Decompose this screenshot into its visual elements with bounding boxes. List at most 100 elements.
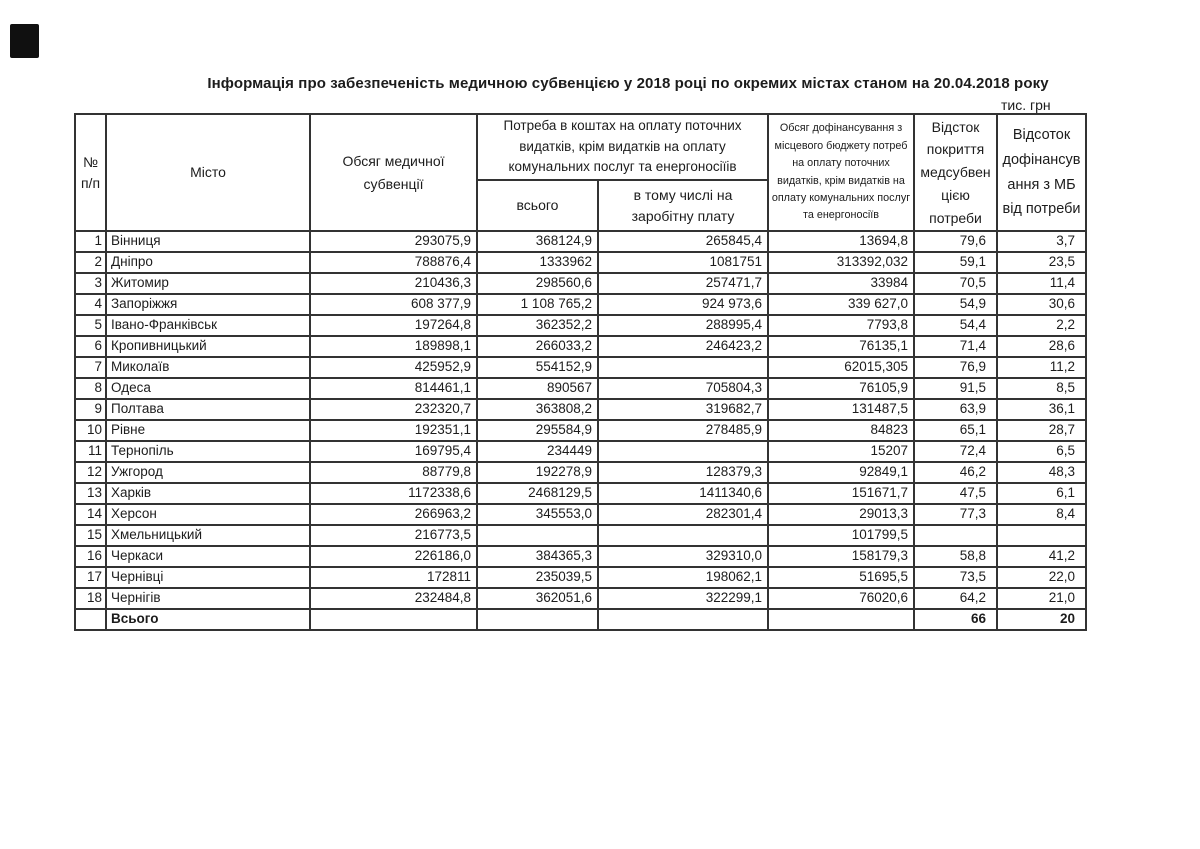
- cell-city: Тернопіль: [105, 440, 311, 463]
- cell-subvention: 197264,8: [309, 314, 478, 337]
- cell-subvention: 266963,2: [309, 503, 478, 526]
- cell-subvention: 1172338,6: [309, 482, 478, 505]
- cell-city: Кропивницький: [105, 335, 311, 358]
- table-row: 12 Ужгород 88779,8 192278,9 128379,3 928…: [74, 461, 1088, 484]
- cell-need-salary: 198062,1: [596, 566, 770, 589]
- cell-coverage-pct: 58,8: [913, 545, 999, 568]
- cell-cofinancing: 84823: [767, 419, 916, 442]
- cell-need-salary: 246423,2: [596, 335, 770, 358]
- cell-need-total: 2468129,5: [476, 482, 599, 505]
- cell-need-total: 1333962: [476, 251, 599, 274]
- cell-cofinancing-pct: 22,0: [996, 566, 1088, 589]
- cell-subvention: 169795,4: [309, 440, 478, 463]
- cell-cofinancing-pct: 36,1: [996, 398, 1088, 421]
- cell-need-salary: 282301,4: [596, 503, 770, 526]
- cell-num: 9: [74, 398, 107, 421]
- cell-coverage-pct: 47,5: [913, 482, 999, 505]
- cell-need-total: 234449: [476, 440, 599, 463]
- cell-num: 12: [74, 461, 107, 484]
- cell-subvention: 216773,5: [309, 524, 478, 547]
- cell-cofinancing: 51695,5: [767, 566, 916, 589]
- cell-need-salary: 257471,7: [596, 272, 770, 295]
- cell-num: 6: [74, 335, 107, 358]
- cell-city: Івано-Франківськ: [105, 314, 311, 337]
- cell-subvention: 226186,0: [309, 545, 478, 568]
- cell-need-salary: 329310,0: [596, 545, 770, 568]
- cell-city: Харків: [105, 482, 311, 505]
- cell-coverage-pct: 73,5: [913, 566, 999, 589]
- cell-subvention: 192351,1: [309, 419, 478, 442]
- cell-subvention: 210436,3: [309, 272, 478, 295]
- cell-cofinancing-pct: 30,6: [996, 293, 1088, 316]
- cell-cofinancing-pct: 6,5: [996, 440, 1088, 463]
- cell-need-salary: 705804,3: [596, 377, 770, 400]
- cell-need-salary: [596, 356, 770, 379]
- cell-cofinancing: 151671,7: [767, 482, 916, 505]
- cell-cofinancing-pct: 48,3: [996, 461, 1088, 484]
- cell-cofinancing: 7793,8: [767, 314, 916, 337]
- cell-city: Чернівці: [105, 566, 311, 589]
- cell-cofinancing-pct: [996, 524, 1088, 547]
- cell-coverage-pct: [913, 524, 999, 547]
- cell-cofinancing: 33984: [767, 272, 916, 295]
- header-city: Місто: [105, 113, 311, 232]
- total-need-total-cell: [476, 608, 599, 631]
- cell-cofinancing-pct: 41,2: [996, 545, 1088, 568]
- cell-cofinancing-pct: 11,4: [996, 272, 1088, 295]
- cell-cofinancing-pct: 6,1: [996, 482, 1088, 505]
- cell-need-salary: 265845,4: [596, 230, 770, 253]
- cell-city: Херсон: [105, 503, 311, 526]
- table-row: 7 Миколаїв 425952,9 554152,9 62015,305 7…: [74, 356, 1088, 379]
- cell-num: 2: [74, 251, 107, 274]
- cell-need-total: [476, 524, 599, 547]
- cell-need-total: 345553,0: [476, 503, 599, 526]
- cell-city: Вінниця: [105, 230, 311, 253]
- cell-num: 16: [74, 545, 107, 568]
- cell-need-salary: 924 973,6: [596, 293, 770, 316]
- cell-num: 1: [74, 230, 107, 253]
- total-coverage-pct: 66: [913, 608, 999, 631]
- cell-coverage-pct: 63,9: [913, 398, 999, 421]
- cell-coverage-pct: 64,2: [913, 587, 999, 610]
- cell-coverage-pct: 72,4: [913, 440, 999, 463]
- table-row: 4 Запоріжжя 608 377,9 1 108 765,2 924 97…: [74, 293, 1088, 316]
- scan-artifact-mark: [10, 24, 39, 58]
- cell-subvention: 608 377,9: [309, 293, 478, 316]
- cell-coverage-pct: 77,3: [913, 503, 999, 526]
- cell-city: Дніпро: [105, 251, 311, 274]
- cell-city: Запоріжжя: [105, 293, 311, 316]
- cell-num: 15: [74, 524, 107, 547]
- cell-need-total: 362352,2: [476, 314, 599, 337]
- cell-cofinancing-pct: 8,5: [996, 377, 1088, 400]
- total-subvention-cell: [309, 608, 478, 631]
- header-cofinancing: Обсяг дофінансування з місцевого бюджету…: [767, 113, 916, 232]
- cell-need-total: 363808,2: [476, 398, 599, 421]
- cell-need-salary: 322299,1: [596, 587, 770, 610]
- cell-subvention: 788876,4: [309, 251, 478, 274]
- cell-coverage-pct: 65,1: [913, 419, 999, 442]
- cell-need-salary: 288995,4: [596, 314, 770, 337]
- cell-city: Миколаїв: [105, 356, 311, 379]
- cell-cofinancing-pct: 11,2: [996, 356, 1088, 379]
- cell-coverage-pct: 91,5: [913, 377, 999, 400]
- cell-coverage-pct: 54,9: [913, 293, 999, 316]
- table-body: 1 Вінниця 293075,9 368124,9 265845,4 136…: [74, 230, 1088, 610]
- cell-cofinancing-pct: 28,6: [996, 335, 1088, 358]
- table-header: № п/п Місто Обсяг медичної субвенції Пот…: [74, 113, 1088, 232]
- table-row: 5 Івано-Франківськ 197264,8 362352,2 288…: [74, 314, 1088, 337]
- units-label: тис. грн: [1001, 97, 1051, 113]
- cell-need-total: 362051,6: [476, 587, 599, 610]
- table-row: 14 Херсон 266963,2 345553,0 282301,4 290…: [74, 503, 1088, 526]
- cell-num: 10: [74, 419, 107, 442]
- cell-need-salary: [596, 440, 770, 463]
- total-cofinancing-cell: [767, 608, 916, 631]
- cell-cofinancing: 76020,6: [767, 587, 916, 610]
- cell-cofinancing-pct: 2,2: [996, 314, 1088, 337]
- cell-coverage-pct: 71,4: [913, 335, 999, 358]
- cell-cofinancing: 131487,5: [767, 398, 916, 421]
- cell-cofinancing-pct: 28,7: [996, 419, 1088, 442]
- cell-need-total: 890567: [476, 377, 599, 400]
- table-row: 8 Одеса 814461,1 890567 705804,3 76105,9…: [74, 377, 1088, 400]
- cell-need-salary: 1411340,6: [596, 482, 770, 505]
- total-row: Всього 66 20: [74, 608, 1088, 631]
